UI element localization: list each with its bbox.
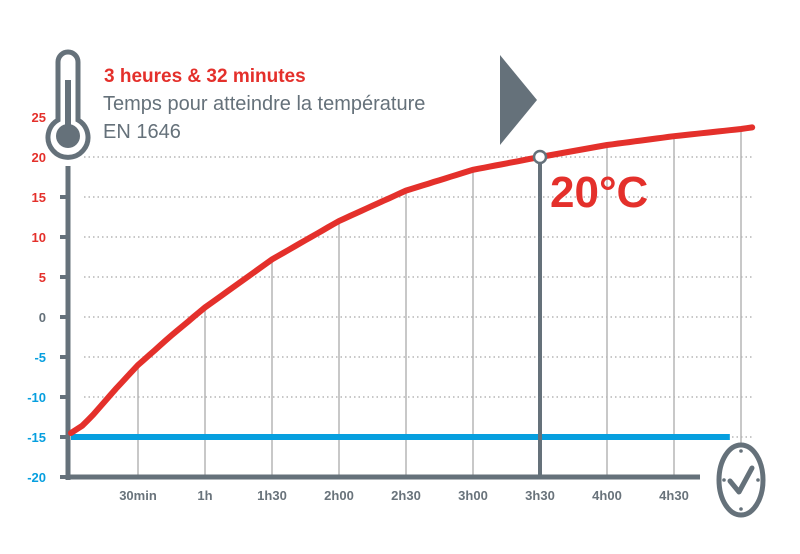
y-tick-label: 15 bbox=[32, 190, 46, 205]
x-tick-label: 1h30 bbox=[257, 488, 287, 503]
arrow-right-icon bbox=[500, 55, 537, 145]
x-tick-label: 30min bbox=[119, 488, 157, 503]
x-tick-label: 2h00 bbox=[324, 488, 354, 503]
marker-label: 20°C bbox=[550, 168, 648, 217]
marker-point bbox=[532, 149, 548, 165]
y-tick-label: -20 bbox=[27, 470, 46, 485]
x-tick-label: 4h00 bbox=[592, 488, 622, 503]
x-tick-label: 4h30 bbox=[659, 488, 689, 503]
header-line1: Temps pour atteindre la température bbox=[103, 93, 425, 115]
vertical-grid bbox=[137, 129, 742, 477]
x-tick-label: 1h bbox=[197, 488, 212, 503]
x-tick-label: 3h00 bbox=[458, 488, 488, 503]
y-ticks: 25 20 15 10 5 0 -5 -10 -15 -20 bbox=[27, 110, 70, 485]
y-tick-label: 20 bbox=[32, 150, 46, 165]
y-tick-label: -15 bbox=[27, 430, 46, 445]
header-highlight: 3 heures & 32 minutes bbox=[104, 66, 306, 87]
y-tick-label: 5 bbox=[39, 270, 46, 285]
x-tick-label: 3h30 bbox=[525, 488, 555, 503]
clock-check-icon bbox=[706, 442, 776, 518]
y-tick-label: -5 bbox=[34, 350, 46, 365]
thermometer-icon bbox=[45, 49, 91, 160]
y-tick-label: -10 bbox=[27, 390, 46, 405]
temperature-curve bbox=[68, 124, 756, 436]
grid bbox=[84, 156, 752, 438]
y-tick-label: 0 bbox=[39, 310, 46, 325]
y-tick-label: 25 bbox=[32, 110, 46, 125]
header-line2: EN 1646 bbox=[103, 121, 181, 143]
x-tick-label: 2h30 bbox=[391, 488, 421, 503]
x-ticks: 30min 1h 1h30 2h00 2h30 3h00 3h30 4h00 4h30 bbox=[119, 488, 689, 503]
y-tick-label: 10 bbox=[32, 230, 46, 245]
